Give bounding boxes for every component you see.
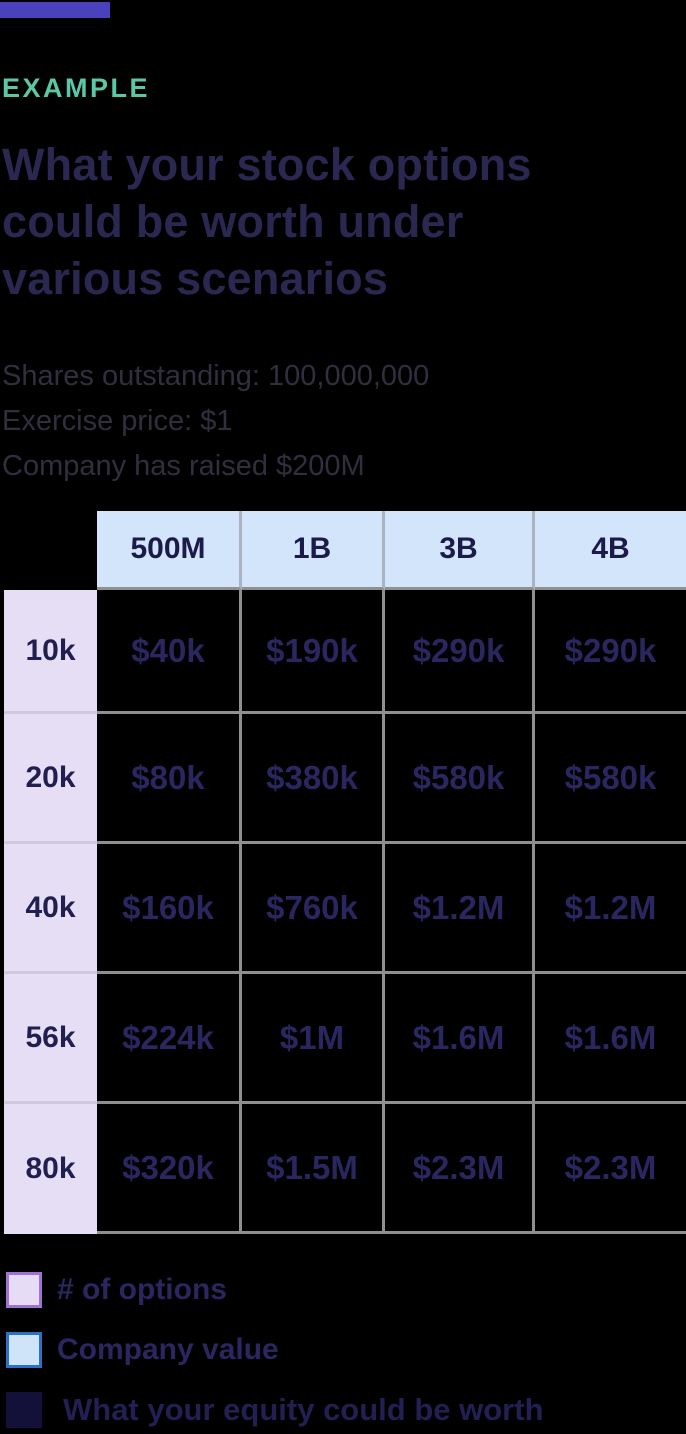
- table-cell: $1.2M: [535, 844, 686, 974]
- legend-item-equity-worth: What your equity could be worth: [6, 1392, 686, 1428]
- table-cell: $1.5M: [242, 1104, 385, 1234]
- table-cell: $160k: [97, 844, 242, 974]
- content: EXAMPLE What your stock options could be…: [0, 73, 686, 489]
- column-header-3b: 3B: [385, 511, 535, 590]
- legend: # of options Company value What your equ…: [6, 1272, 686, 1428]
- legend-item-company-value: Company value: [6, 1332, 686, 1368]
- row-header-56k: 56k: [4, 974, 97, 1104]
- title-line-3: various scenarios: [2, 253, 389, 304]
- eyebrow-label: EXAMPLE: [2, 73, 151, 103]
- table-cell: $2.3M: [535, 1104, 686, 1234]
- title-line-1: What your stock options: [2, 139, 532, 190]
- equity-worth-swatch-icon: [6, 1392, 42, 1428]
- legend-label: Company value: [57, 1333, 279, 1366]
- table-cell: $224k: [97, 974, 242, 1104]
- row-header-20k: 20k: [4, 714, 97, 844]
- legend-label: # of options: [57, 1273, 227, 1306]
- page-title: What your stock options could be worth u…: [2, 136, 686, 307]
- assumption-exercise-price: Exercise price: $1: [2, 405, 233, 437]
- table-cell: $320k: [97, 1104, 242, 1234]
- column-header-500m: 500M: [97, 511, 242, 590]
- table-cell: $1.6M: [385, 974, 535, 1104]
- row-header-80k: 80k: [4, 1104, 97, 1234]
- title-line-2: could be worth under: [2, 196, 464, 247]
- assumption-shares: Shares outstanding: 100,000,000: [2, 360, 430, 392]
- table-cell: $1.2M: [385, 844, 535, 974]
- row-header-10k: 10k: [4, 590, 97, 714]
- table-cell: $290k: [385, 590, 535, 714]
- scenario-table: 500M 1B 3B 4B 10k $40k $190k $290k $290k…: [4, 511, 686, 1234]
- row-header-40k: 40k: [4, 844, 97, 974]
- legend-item-options: # of options: [6, 1272, 686, 1308]
- column-header-4b: 4B: [535, 511, 686, 590]
- table-corner-cell: [4, 511, 97, 590]
- assumption-raised: Company has raised $200M: [2, 450, 365, 482]
- table-cell: $380k: [242, 714, 385, 844]
- table-cell: $190k: [242, 590, 385, 714]
- options-swatch-icon: [6, 1272, 42, 1308]
- table-cell: $1M: [242, 974, 385, 1104]
- table-cell: $1.6M: [535, 974, 686, 1104]
- column-header-1b: 1B: [242, 511, 385, 590]
- table-cell: $40k: [97, 590, 242, 714]
- legend-label: What your equity could be worth: [63, 1392, 544, 1427]
- table-cell: $580k: [385, 714, 535, 844]
- assumptions: Shares outstanding: 100,000,000 Exercise…: [2, 354, 686, 489]
- table-cell: $80k: [97, 714, 242, 844]
- table-cell: $580k: [535, 714, 686, 844]
- company-value-swatch-icon: [6, 1332, 42, 1368]
- table-cell: $760k: [242, 844, 385, 974]
- table-cell: $2.3M: [385, 1104, 535, 1234]
- accent-bar: [0, 2, 110, 18]
- table-cell: $290k: [535, 590, 686, 714]
